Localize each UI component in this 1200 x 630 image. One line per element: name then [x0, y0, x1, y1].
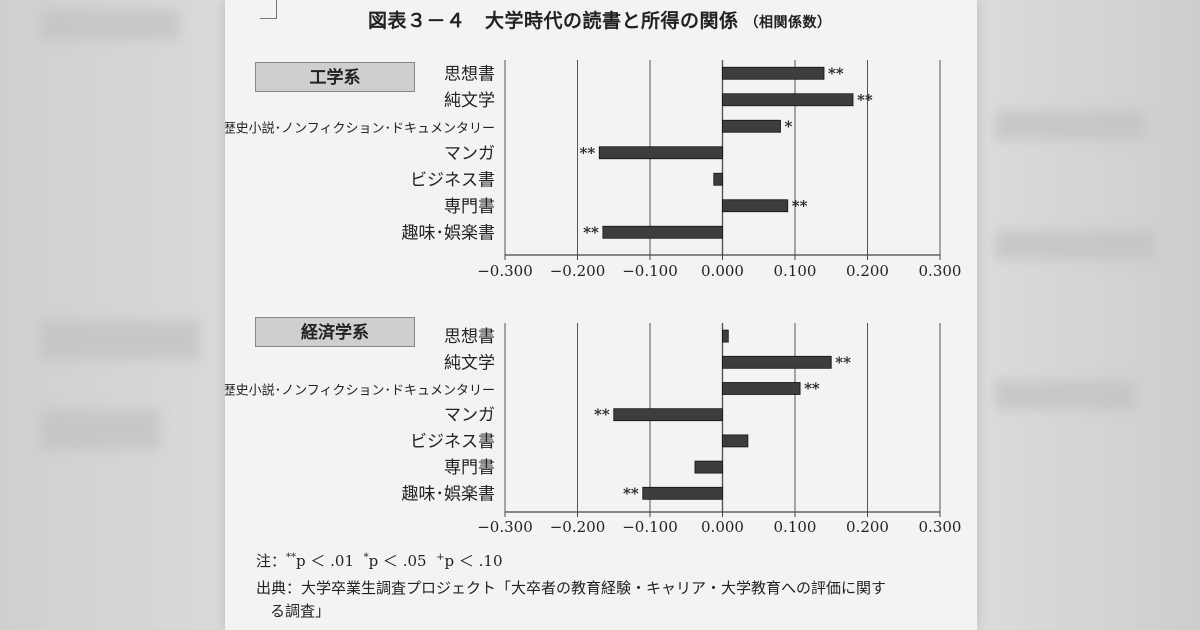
sig3-text: p ＜ .10 — [444, 552, 503, 570]
category-label: 純文学 — [444, 91, 495, 111]
x-tick-label: 0.000 — [701, 518, 744, 536]
category-label: 思想書 — [444, 327, 495, 347]
bar — [722, 119, 781, 133]
x-tick-label: 0.300 — [919, 262, 962, 280]
significance-label: ** — [623, 484, 639, 502]
bar — [722, 355, 832, 369]
correlation-bar-charts: −0.300 −0.200 −0.100 0.000 0.100 0.200 0.300 思想… — [225, 60, 962, 536]
x-tick-label: 0.100 — [774, 518, 817, 536]
note-prefix: 注： — [256, 552, 287, 570]
bar — [722, 382, 801, 395]
source-note-line2: る調査」 — [270, 602, 331, 620]
panel-label-economics: 経済学系 — [255, 317, 415, 347]
x-tick-label: 0.100 — [774, 262, 817, 280]
category-label: マンガ — [444, 144, 495, 164]
significance-label: ** — [828, 64, 844, 82]
bar — [642, 486, 723, 500]
category-label: ビジネス書 — [410, 170, 495, 190]
panel-label-engineering: 工学系 — [255, 62, 415, 92]
category-label: マンガ — [444, 406, 495, 426]
bar — [722, 93, 854, 107]
blurred-text-block — [40, 10, 180, 40]
background-right — [975, 0, 1200, 630]
bar — [713, 172, 723, 186]
category-label: 趣味･娯楽書 — [402, 484, 496, 504]
bar — [722, 434, 749, 448]
significance-note: 注：**p ＜ .01 *p ＜ .05 +p ＜ .10 — [256, 550, 503, 571]
category-label: 思想書 — [444, 64, 495, 84]
source-note-line1: 出典：大学卒業生調査プロジェクト「大卒者の教育経験・キャリア・大学教育への評価に… — [256, 579, 887, 597]
significance-label: ** — [594, 406, 610, 424]
sig2-mark: * — [363, 552, 369, 563]
x-tick-label: 0.200 — [846, 262, 889, 280]
x-tick-label: −0.200 — [550, 518, 606, 536]
x-tick-label: −0.200 — [550, 262, 606, 280]
x-tick-label: −0.300 — [477, 262, 533, 280]
x-tick-label: −0.300 — [477, 518, 533, 536]
bar — [613, 408, 723, 422]
significance-label: ** — [857, 91, 873, 109]
figure-title-text: 図表３－４ 大学時代の読書と所得の関係 — [368, 10, 739, 32]
bar — [722, 329, 729, 343]
blurred-text-block — [40, 320, 200, 360]
bar — [722, 199, 789, 213]
blurred-text-block — [995, 380, 1135, 410]
figure-subtitle: （相関係数） — [744, 15, 832, 31]
x-tick-label: 0.300 — [919, 518, 962, 536]
background-left — [0, 0, 225, 630]
x-tick-label: 0.200 — [846, 518, 889, 536]
significance-label: ** — [792, 197, 808, 215]
bar — [722, 66, 825, 80]
category-label: ビジネス書 — [410, 432, 495, 452]
x-tick-label: 0.000 — [701, 262, 744, 280]
category-label: 趣味･娯楽書 — [402, 223, 496, 243]
significance-label: * — [785, 117, 793, 135]
category-label: 純文学 — [444, 353, 495, 373]
category-label: 専門書 — [444, 197, 495, 217]
bar — [602, 225, 723, 239]
blurred-text-block — [995, 110, 1145, 140]
category-label: 歴史小説･ノンフィクション･ドキュメンタリー — [225, 383, 495, 399]
blurred-text-block — [40, 410, 160, 450]
category-label: 歴史小説･ノンフィクション･ドキュメンタリー — [225, 120, 495, 136]
sig2-text: p ＜ .05 — [368, 552, 427, 570]
significance-label: ** — [804, 380, 820, 398]
blurred-text-block — [995, 230, 1155, 260]
bar — [598, 146, 723, 160]
figure-title: 図表３－４ 大学時代の読書と所得の関係 （相関係数） — [368, 6, 968, 33]
category-label: 専門書 — [444, 458, 495, 478]
significance-label: ** — [835, 353, 851, 371]
sig1-mark: ** — [286, 552, 297, 563]
significance-label: ** — [583, 223, 599, 241]
sig1-text: p ＜ .01 — [296, 552, 355, 570]
significance-label: ** — [580, 144, 596, 162]
bar — [694, 460, 723, 474]
x-tick-label: −0.100 — [622, 518, 678, 536]
page-corner-mark — [260, 0, 277, 19]
sig3-mark: + — [436, 552, 445, 563]
x-tick-label: −0.100 — [622, 262, 678, 280]
